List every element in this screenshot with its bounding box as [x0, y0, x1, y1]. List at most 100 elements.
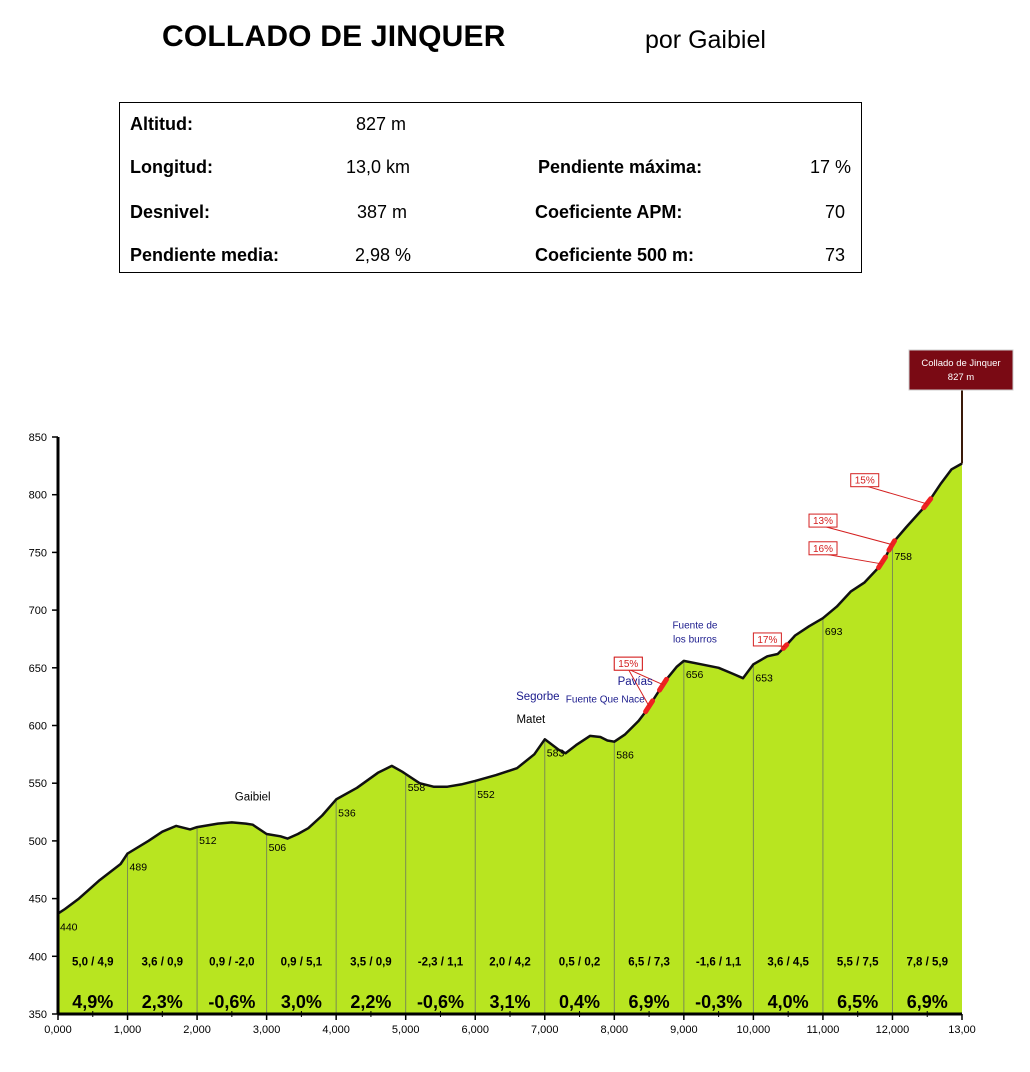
x-tick-label: 7,000	[531, 1024, 559, 1036]
x-tick-label: 10,000	[737, 1024, 771, 1036]
profile-line	[57, 462, 963, 915]
segment-average-grade: 3,1%	[489, 992, 530, 1012]
ramp-leader	[822, 553, 883, 565]
segment-grade-range: 0,5 / 0,2	[559, 957, 601, 969]
segment-average-grade: 4,9%	[72, 992, 113, 1012]
segment-average-grade: -0,3%	[695, 992, 742, 1012]
y-tick-label: 500	[29, 836, 47, 848]
place-label: Gaibiel	[235, 792, 271, 804]
apm-label: Coeficiente APM:	[535, 202, 683, 222]
segment-average-grade: -0,6%	[208, 992, 255, 1012]
segment-average-grade: 6,9%	[907, 992, 948, 1012]
terrain-area	[58, 463, 962, 1014]
summit-box	[908, 349, 1014, 391]
x-tick-label: 0,000	[44, 1024, 72, 1036]
ramp-label-box	[808, 541, 838, 556]
longitud-label: Longitud:	[130, 157, 213, 177]
segment-grade-range: 2,0 / 4,2	[489, 957, 531, 969]
altitude-label: 583	[547, 747, 565, 759]
c500-label: Coeficiente 500 m:	[535, 245, 695, 265]
segment-average-grade: 2,3%	[142, 992, 183, 1012]
y-tick-label: 350	[29, 1009, 47, 1021]
altitud-label: Altitud:	[130, 114, 193, 134]
ramp-label: 13%	[813, 516, 833, 527]
altitude-label: 653	[755, 672, 773, 684]
x-tick-label: 4,000	[322, 1024, 350, 1036]
ramp-leader	[628, 668, 664, 686]
segment-grade-range: 3,6 / 4,5	[767, 957, 809, 969]
y-tick-label: 600	[29, 721, 47, 733]
y-tick-label: 400	[29, 951, 47, 963]
place-label: Fuente de	[672, 621, 717, 632]
segment-average-grade: 3,0%	[281, 992, 322, 1012]
place-label: Pavías	[618, 676, 653, 688]
stats-panel: Altitud: 827 m Longitud: 13,0 km Pendien…	[119, 102, 862, 273]
x-tick-label: 13,00	[948, 1024, 976, 1036]
y-tick-label: 650	[29, 663, 47, 675]
segment-grade-range: 0,9 / -2,0	[209, 957, 254, 969]
altitude-label: 586	[616, 750, 634, 762]
steep-ramp	[886, 538, 898, 553]
ramp-label-box	[613, 656, 643, 671]
x-tick-label: 2,000	[183, 1024, 211, 1036]
x-tick-label: 9,000	[670, 1024, 698, 1036]
segment-average-grade: -0,6%	[417, 992, 464, 1012]
segment-average-grade: 2,2%	[350, 992, 391, 1012]
desnivel-value: 387 m	[357, 202, 408, 222]
steep-ramp	[876, 554, 889, 571]
ramp-label: 16%	[813, 544, 833, 555]
x-tick-label: 6,000	[461, 1024, 489, 1036]
x-tick-label: 12,000	[876, 1024, 910, 1036]
ramp-label-box	[850, 473, 880, 488]
ramp-leader	[864, 485, 928, 505]
ramp-label-box	[808, 513, 838, 528]
x-tick-label: 8,000	[601, 1024, 629, 1036]
segment-average-grade: 6,5%	[837, 992, 878, 1012]
summit-name: Collado de Jinquer	[921, 358, 1000, 369]
y-tick-label: 750	[29, 547, 47, 559]
x-tick-label: 3,000	[253, 1024, 281, 1036]
author-label: por Gaibiel	[645, 26, 766, 54]
c500-value: 73	[825, 245, 846, 265]
altitude-label: 512	[199, 835, 217, 847]
segment-average-grade: 4,0%	[768, 992, 809, 1012]
segment-grade-range: 7,8 / 5,9	[906, 957, 948, 969]
ramp-label: 17%	[757, 635, 777, 646]
altitude-label: 693	[825, 626, 843, 638]
altitude-label: 506	[269, 842, 287, 854]
pendiente-media-label: Pendiente media:	[130, 245, 280, 265]
segment-grade-range: -2,3 / 1,1	[418, 957, 464, 969]
y-tick-label: 850	[29, 432, 47, 444]
steep-ramp	[921, 496, 934, 511]
segment-grade-range: 6,5 / 7,3	[628, 957, 670, 969]
ramp-label-box	[752, 632, 782, 647]
x-tick-label: 11,000	[807, 1024, 840, 1036]
segment-grade-range: 0,9 / 5,1	[281, 957, 323, 969]
y-tick-label: 700	[29, 605, 47, 617]
pendiente-media-value: 2,98 %	[355, 245, 412, 265]
x-tick-label: 5,000	[392, 1024, 420, 1036]
ramp-leader	[627, 668, 650, 707]
desnivel-label: Desnivel:	[130, 202, 211, 222]
apm-value: 70	[825, 202, 846, 222]
segment-grade-range: 3,5 / 0,9	[350, 957, 392, 969]
altitude-label: 758	[894, 551, 912, 563]
altitude-label: 552	[477, 789, 495, 801]
page-title: COLLADO DE JINQUER	[162, 20, 506, 53]
ramp-label: 15%	[855, 476, 875, 487]
place-label: Segorbe	[516, 691, 559, 703]
segment-average-grade: 0,4%	[559, 992, 600, 1012]
pendiente-maxima-label: Pendiente máxima:	[538, 157, 703, 177]
segment-average-grade: 6,9%	[629, 992, 670, 1012]
y-tick-label: 450	[29, 894, 47, 906]
altitude-label: 558	[408, 782, 426, 794]
summit-altitude: 827 m	[948, 372, 974, 383]
ramp-label: 15%	[618, 659, 638, 670]
elevation-profile-chart: 15%15%17%16%13%15%4404895125065365585525…	[29, 349, 1014, 1036]
altitude-label: 489	[130, 862, 148, 874]
pendiente-maxima-value: 17 %	[810, 157, 852, 177]
longitud-value: 13,0 km	[346, 157, 411, 177]
y-tick-label: 550	[29, 778, 47, 790]
x-tick-label: 1,000	[114, 1024, 142, 1036]
ramp-leader	[822, 525, 892, 546]
